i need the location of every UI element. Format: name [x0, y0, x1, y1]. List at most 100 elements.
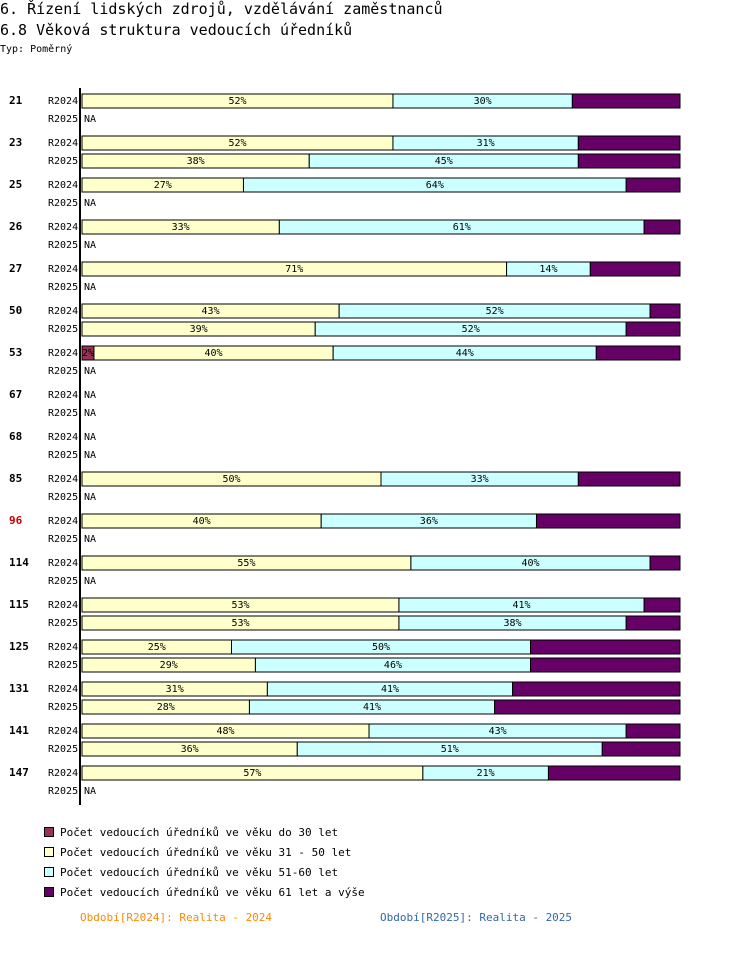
data-label: 50% [372, 642, 390, 653]
data-label: 39% [190, 324, 208, 335]
period-label: R2025 [48, 366, 78, 377]
na-label: NA [84, 450, 96, 461]
data-label: 41% [381, 684, 399, 695]
bar-segment-61-plus [577, 471, 681, 487]
data-label: 36% [181, 744, 199, 755]
group-label: 147 [9, 766, 29, 779]
na-label: NA [84, 408, 96, 419]
period-label: R2025 [48, 576, 78, 587]
period-label: R2025 [48, 324, 78, 335]
chart-type-label: Typ: Poměrný [0, 44, 73, 55]
bar-segment-61-plus [494, 699, 681, 715]
data-label: 33% [471, 474, 489, 485]
data-label: 28% [157, 702, 175, 713]
na-label: NA [84, 282, 96, 293]
data-label: 9% [647, 180, 659, 191]
period-label: R2024 [48, 264, 78, 275]
data-label: 2% [82, 348, 94, 359]
data-label: 71% [285, 264, 303, 275]
period-label: R2025 [48, 786, 78, 797]
data-label: 46% [384, 660, 402, 671]
data-label: 43% [489, 726, 507, 737]
data-label: 17% [620, 156, 638, 167]
period-label: R2024 [48, 138, 78, 149]
data-label: 64% [426, 180, 444, 191]
data-label: 51% [441, 744, 459, 755]
period-label: R2025 [48, 156, 78, 167]
na-label: NA [84, 432, 96, 443]
data-label: 31% [578, 702, 596, 713]
data-label: 44% [456, 348, 474, 359]
data-label: 17% [620, 138, 638, 149]
period-label: R2025 [48, 408, 78, 419]
data-label: 21% [477, 768, 495, 779]
data-label: 36% [420, 516, 438, 527]
bar-segment-61-plus [547, 765, 681, 781]
legend-label-61-plus: Počet vedoucích úředníků ve věku 61 let … [60, 886, 365, 899]
data-label: 5% [659, 306, 671, 317]
data-label: 15% [626, 264, 644, 275]
group-label: 25 [9, 178, 22, 191]
period-label: R2024 [48, 558, 78, 569]
period-label: R2025 [48, 114, 78, 125]
data-label: 50% [222, 474, 240, 485]
period-label: R2024 [48, 432, 78, 443]
period-r2024-label: Období[R2024]: Realita - 2024 [80, 911, 273, 924]
data-label: 22% [605, 768, 623, 779]
period-label: R2024 [48, 516, 78, 527]
group-label: 26 [9, 220, 23, 233]
data-label: 31% [166, 684, 184, 695]
data-label: 41% [512, 600, 530, 611]
period-label: R2024 [48, 474, 78, 485]
na-label: NA [84, 390, 96, 401]
period-label: R2024 [48, 684, 78, 695]
bar-segment-61-plus [512, 681, 681, 697]
data-label: 30% [474, 96, 492, 107]
data-label: 9% [647, 618, 659, 629]
legend-item-51-60: Počet vedoucích úředníků ve věku 51-60 l… [44, 866, 338, 879]
group-label: 23 [9, 136, 22, 149]
legend-label-51-60: Počet vedoucích úředníků ve věku 51-60 l… [60, 866, 339, 879]
data-label: 52% [486, 306, 504, 317]
period-label: R2024 [48, 348, 78, 359]
data-label: 17% [620, 474, 638, 485]
group-label: 50 [9, 304, 22, 317]
period-label: R2024 [48, 306, 78, 317]
period-r2025-label: Období[R2025]: Realita - 2025 [380, 911, 573, 924]
bar-segment-61-plus [625, 723, 681, 739]
data-label: 43% [202, 306, 220, 317]
group-label: 114 [9, 556, 29, 569]
bar-segment-61-plus [595, 345, 681, 361]
period-label: R2024 [48, 180, 78, 191]
data-label: 24% [599, 516, 617, 527]
period-label: R2025 [48, 282, 78, 293]
na-label: NA [84, 786, 96, 797]
na-label: NA [84, 198, 96, 209]
legend-label-31-50: Počet vedoucích úředníků ve věku 31 - 50… [60, 846, 352, 859]
legend-swatch-51-60 [44, 867, 54, 877]
data-label: 6% [656, 222, 668, 233]
data-label: 53% [231, 618, 249, 629]
data-label: 40% [193, 516, 211, 527]
data-label: 38% [504, 618, 522, 629]
stacked-bar-chart: 21 R2024 52% 30% 18% R2025 NA 23 R2024 52% 31% 17% R… [9, 88, 681, 805]
period-label: R2025 [48, 492, 78, 503]
bar-segment-61-plus [601, 741, 681, 757]
legend-swatch-61-plus [44, 887, 54, 897]
group-label: 96 [9, 514, 23, 527]
data-label: 40% [205, 348, 223, 359]
period-label: R2025 [48, 618, 78, 629]
period-label: R2024 [48, 222, 78, 233]
group-label: 68 [9, 430, 22, 443]
legend-swatch-31-50 [44, 847, 54, 857]
data-label: 27% [154, 180, 172, 191]
data-label: 52% [228, 138, 246, 149]
data-label: 52% [228, 96, 246, 107]
legend-label-under-30: Počet vedoucích úředníků ve věku do 30 l… [60, 826, 339, 839]
bar-segment-61-plus [643, 219, 681, 235]
bar-segment-61-plus [577, 135, 681, 151]
group-label: 125 [9, 640, 29, 653]
bar-segment-61-plus [649, 555, 681, 571]
bar-segment-61-plus [649, 303, 681, 319]
data-label: 52% [462, 324, 480, 335]
